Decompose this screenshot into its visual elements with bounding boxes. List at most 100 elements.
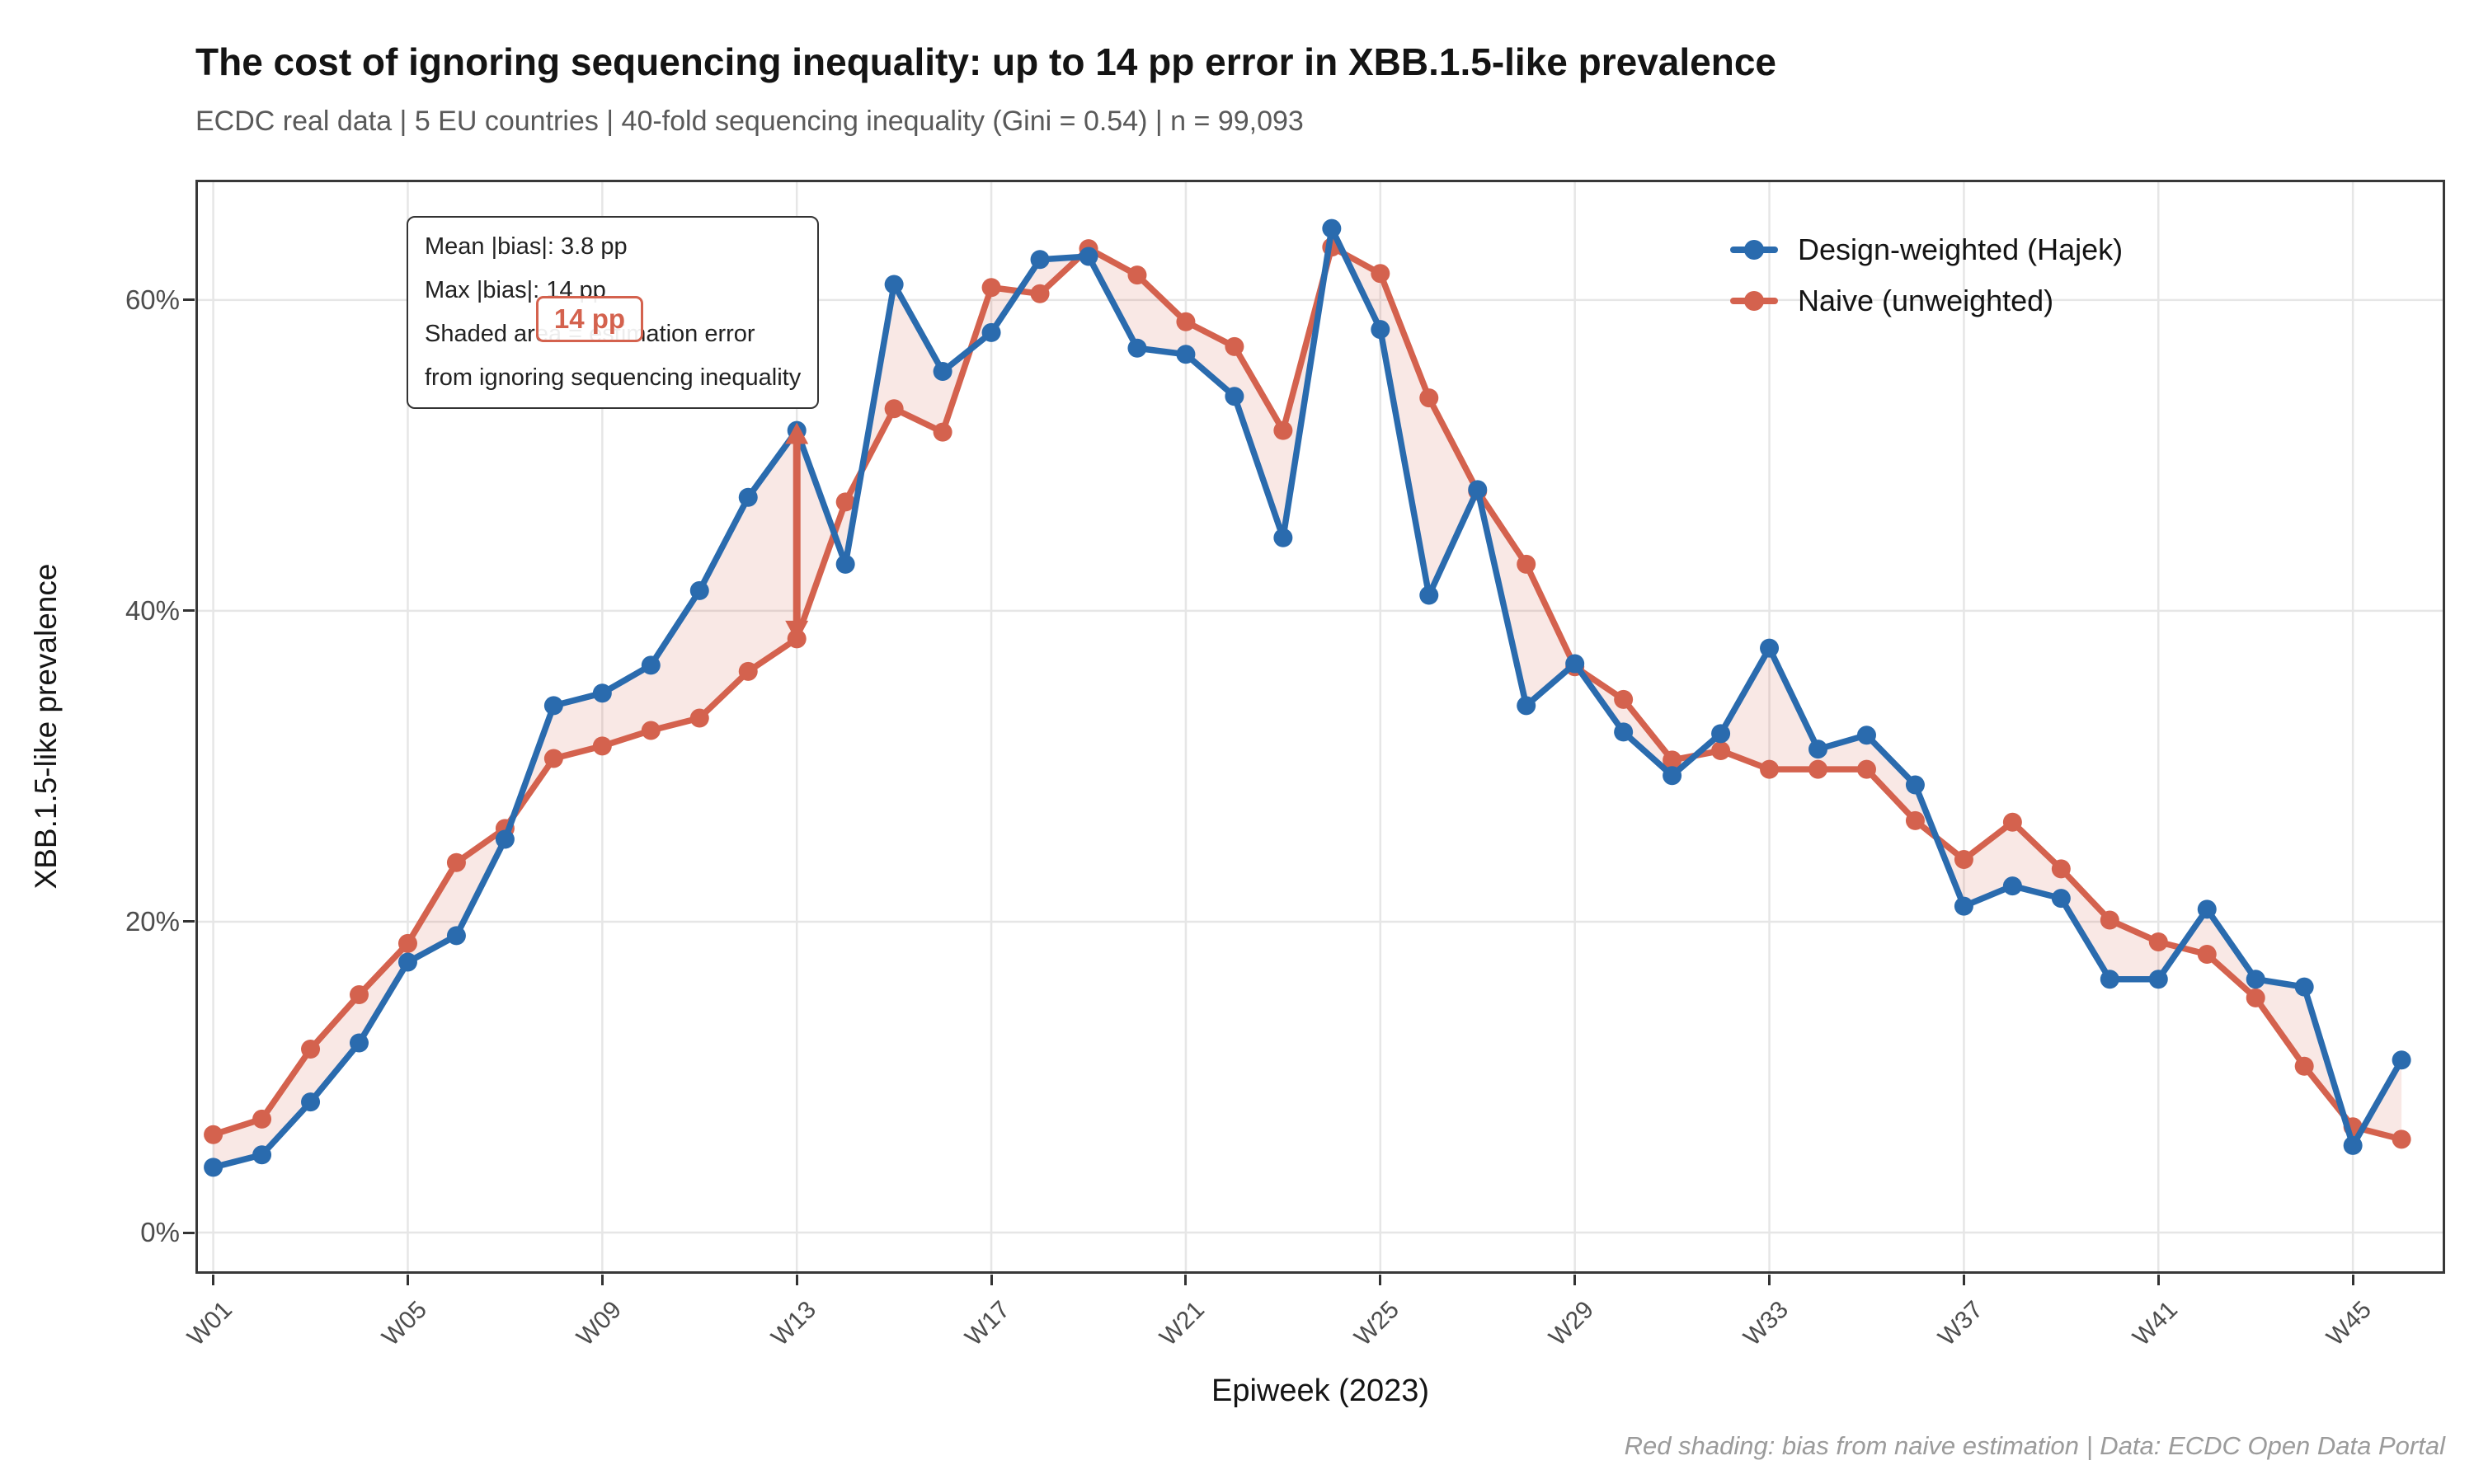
naive-series-point-W25 <box>1371 264 1390 284</box>
legend-key-dot <box>1744 291 1764 311</box>
naive-series-point-W39 <box>2051 859 2071 879</box>
naive-series-point-W03 <box>301 1040 321 1059</box>
design-weighted-series-point-W45 <box>2343 1135 2363 1155</box>
x-axis-tick-label: W37 <box>1932 1296 1988 1351</box>
naive-series-point-W10 <box>641 721 661 740</box>
annotation-line: Mean |bias|: 3.8 pp <box>425 233 628 260</box>
naive-series-point-W44 <box>2294 1056 2314 1076</box>
naive-series-point-W42 <box>2197 945 2217 965</box>
bias-ribbon <box>213 228 2402 1167</box>
naive-series-line <box>209 243 2405 1143</box>
y-axis-tick <box>183 298 195 302</box>
x-axis-tick-label: W33 <box>1738 1296 1794 1351</box>
design-weighted-series-point-W34 <box>1808 740 1828 759</box>
legend-item: Design-weighted (Hajek) <box>1730 224 2123 275</box>
design-weighted-series-point-W39 <box>2051 889 2071 909</box>
naive-series-point-W37 <box>1954 850 1973 870</box>
design-weighted-series-point-W41 <box>2148 970 2168 989</box>
x-axis-tick <box>2157 1275 2160 1285</box>
annotation-line: from ignoring sequencing inequality <box>425 364 802 391</box>
legend-key-dot <box>1744 240 1764 260</box>
naive-series-point-W01 <box>204 1125 223 1144</box>
design-weighted-series-point-W23 <box>1273 528 1293 547</box>
legend-item-label: Naive (unweighted) <box>1798 284 2054 317</box>
design-weighted-series-point-W32 <box>1711 724 1731 744</box>
design-weighted-series-point-W46 <box>2392 1050 2411 1070</box>
naive-series-point-W20 <box>1127 265 1147 285</box>
y-axis-tick <box>183 1231 195 1234</box>
x-axis-tick-label: W45 <box>2321 1296 2378 1351</box>
x-axis-tick <box>795 1275 798 1285</box>
design-weighted-series-point-W03 <box>301 1092 321 1112</box>
design-weighted-series-point-W05 <box>397 952 417 972</box>
design-weighted-series-point-W08 <box>543 696 563 716</box>
design-weighted-series-point-W40 <box>2100 970 2119 989</box>
chart-subtitle: ECDC real data | 5 EU countries | 40-fol… <box>195 106 1304 137</box>
design-weighted-series-point-W09 <box>592 683 612 703</box>
x-axis-tick <box>212 1275 215 1285</box>
design-weighted-series-point-W18 <box>1030 250 1050 270</box>
design-weighted-series-point-W22 <box>1225 387 1244 406</box>
design-weighted-series-point-W29 <box>1565 654 1585 674</box>
design-weighted-series-point-W04 <box>350 1033 369 1053</box>
naive-series-point-W26 <box>1419 388 1439 408</box>
design-weighted-series-point-W12 <box>738 487 758 507</box>
naive-series-point-W40 <box>2100 910 2119 930</box>
naive-series-point-W35 <box>1856 759 1876 779</box>
naive-series-point-W38 <box>2002 812 2022 832</box>
x-axis-tick-label: W25 <box>1349 1296 1405 1351</box>
design-weighted-series-point-W31 <box>1663 766 1682 786</box>
naive-series-point-W09 <box>592 736 612 756</box>
x-axis-tick <box>1573 1275 1577 1285</box>
design-weighted-series-point-W24 <box>1322 218 1342 238</box>
y-axis-tick <box>183 920 195 923</box>
naive-series-point-W33 <box>1760 759 1780 779</box>
naive-series-point-W43 <box>2246 988 2265 1007</box>
design-weighted-series-point-W38 <box>2002 876 2022 896</box>
naive-series-point-W18 <box>1030 284 1050 303</box>
design-weighted-series-point-W33 <box>1760 638 1780 658</box>
max-bias-callout-label: 14 pp <box>536 296 643 342</box>
naive-series-point-W22 <box>1225 336 1244 356</box>
design-weighted-series-point-W14 <box>835 554 855 574</box>
design-weighted-series-point-W30 <box>1614 722 1634 742</box>
naive-series-point-W11 <box>689 708 709 728</box>
bias-arrow-head-top <box>785 422 809 444</box>
design-weighted-series-point-W11 <box>689 580 709 600</box>
legend-key-icon <box>1730 290 1778 312</box>
design-weighted-series-point-W27 <box>1468 480 1488 500</box>
naive-series-point-W17 <box>981 278 1001 298</box>
figure-caption: Red shading: bias from naive estimation … <box>1624 1431 2445 1460</box>
x-axis-tick <box>600 1275 604 1285</box>
x-axis-tick <box>1379 1275 1382 1285</box>
naive-series-point-W16 <box>933 422 952 442</box>
naive-series-point-W31 <box>1663 750 1682 770</box>
x-axis-tick-label: W09 <box>571 1296 627 1351</box>
x-axis-tick-label: W29 <box>1544 1296 1600 1351</box>
x-axis-tick-label: W17 <box>960 1296 1016 1351</box>
design-weighted-series-point-W26 <box>1419 585 1439 605</box>
x-axis-tick <box>2351 1275 2354 1285</box>
y-axis-tick-label: 60% <box>125 284 180 315</box>
design-weighted-series-point-W42 <box>2197 899 2217 919</box>
chart-title: The cost of ignoring sequencing inequali… <box>195 40 1777 83</box>
naive-series-point-W46 <box>2392 1129 2411 1149</box>
legend-item-label: Design-weighted (Hajek) <box>1798 232 2124 266</box>
design-weighted-series-point-W10 <box>641 655 661 675</box>
legend: Design-weighted (Hajek) Naive (unweighted… <box>1730 224 2123 326</box>
naive-series-point-W32 <box>1711 741 1731 761</box>
design-weighted-series-point-W43 <box>2246 970 2265 989</box>
design-weighted-series-point-W15 <box>884 275 904 294</box>
naive-series-point-W28 <box>1517 554 1536 574</box>
x-axis-tick <box>406 1275 409 1285</box>
design-weighted-series-point-W25 <box>1371 320 1390 340</box>
naive-series-point-W23 <box>1273 420 1293 440</box>
design-weighted-series-point-W16 <box>933 362 952 382</box>
design-weighted-series-point-W06 <box>446 926 466 946</box>
design-weighted-series-point-W21 <box>1176 345 1196 364</box>
naive-series-point-W30 <box>1614 689 1634 709</box>
x-axis-tick-label: W21 <box>1155 1296 1211 1351</box>
naive-series-point-W21 <box>1176 312 1196 331</box>
naive-series-point-W14 <box>835 492 855 512</box>
x-axis-tick-label: W41 <box>2127 1296 2183 1351</box>
